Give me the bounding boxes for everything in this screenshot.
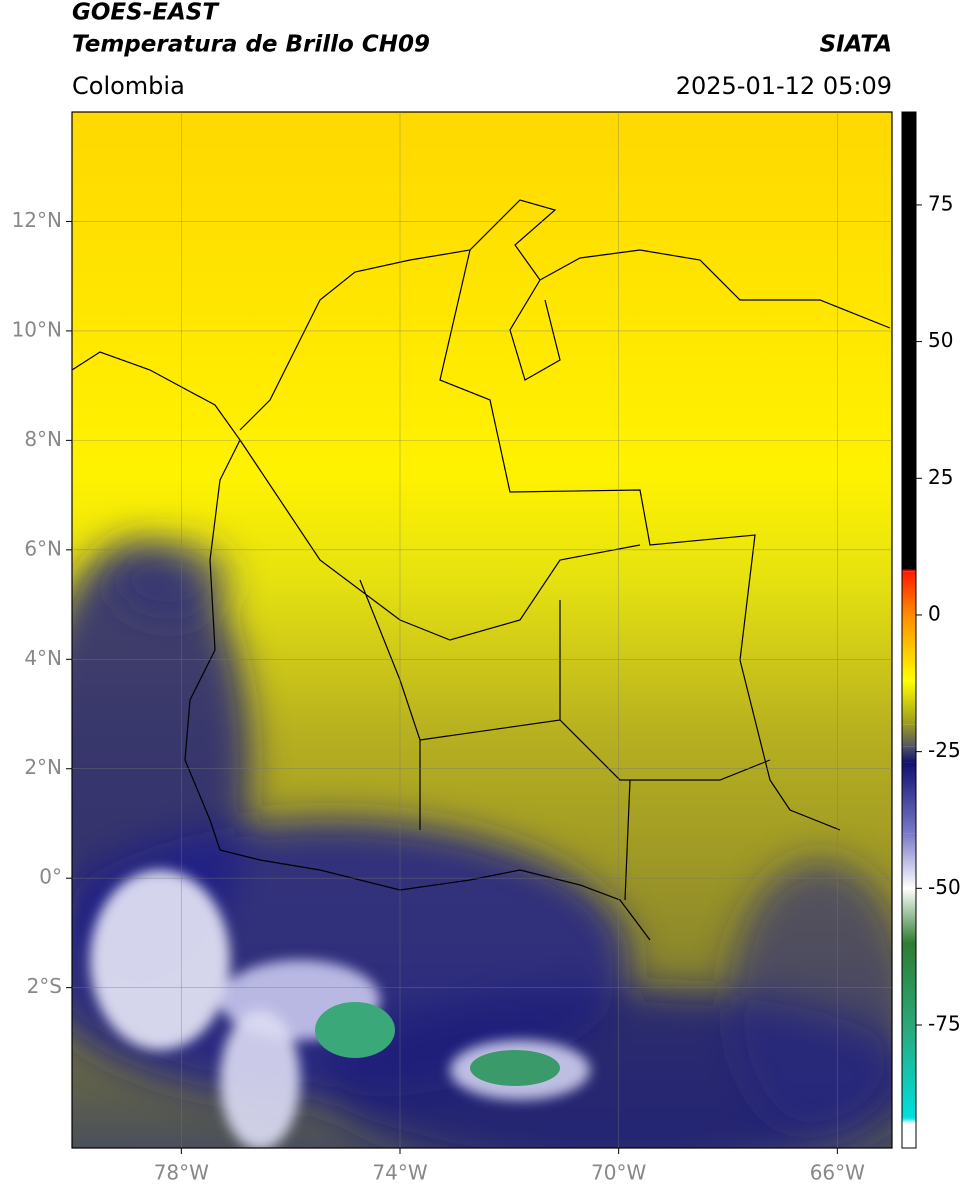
datetime: 2025-01-12 05:09	[676, 72, 892, 100]
y-tick-label: 2°N	[24, 755, 62, 779]
y-tick-label: 0°	[39, 865, 62, 889]
colorbar-frame	[901, 111, 917, 1149]
y-tick-label: 6°N	[24, 536, 62, 560]
colorbar-segment	[902, 942, 916, 1025]
x-tick-label: 74°W	[372, 1161, 427, 1185]
map-frame	[71, 111, 893, 1149]
colorbar-label: -25	[928, 738, 961, 762]
colorbar-segment	[902, 680, 916, 725]
colorbar-label: 75	[928, 191, 953, 215]
colorbar-segment	[902, 568, 916, 572]
colorbar-segment	[902, 614, 916, 681]
x-tick-label: 66°W	[810, 1161, 865, 1185]
subtitle: Temperatura de Brillo CH09	[72, 32, 430, 58]
colorbar-label: 50	[928, 328, 953, 352]
colorbar-segment	[902, 1117, 916, 1124]
x-tick-label: 78°W	[154, 1161, 209, 1185]
colorbar: 75 50 25 0 -25 -50 -75	[901, 111, 961, 1149]
colorbar-segment	[902, 571, 916, 615]
title: GOES-EAST	[72, 0, 220, 26]
x-tick-label: 70°W	[591, 1161, 646, 1185]
region: Colombia	[72, 72, 185, 100]
colorbar-label: 25	[928, 465, 953, 489]
colorbar-segment	[902, 1024, 916, 1118]
colorbar-segment	[902, 112, 916, 569]
y-tick-label: 2°S	[27, 974, 62, 998]
colorbar-segment	[902, 833, 916, 889]
y-tick-label: 12°N	[12, 208, 62, 232]
y-tick-label: 4°N	[24, 646, 62, 670]
colorbar-segment	[902, 746, 916, 763]
colorbar-label: 0	[928, 601, 941, 625]
y-tick-label: 10°N	[12, 317, 62, 341]
source: SIATA	[820, 32, 892, 58]
colorbar-segment	[902, 762, 916, 834]
colorbar-label: -50	[928, 875, 961, 899]
colorbar-segment	[902, 724, 916, 747]
colorbar-segment	[902, 888, 916, 943]
colorbar-label: -75	[928, 1011, 961, 1035]
colorbar-segment	[902, 1123, 916, 1148]
map-image	[72, 112, 892, 1148]
y-tick-label: 8°N	[24, 427, 62, 451]
